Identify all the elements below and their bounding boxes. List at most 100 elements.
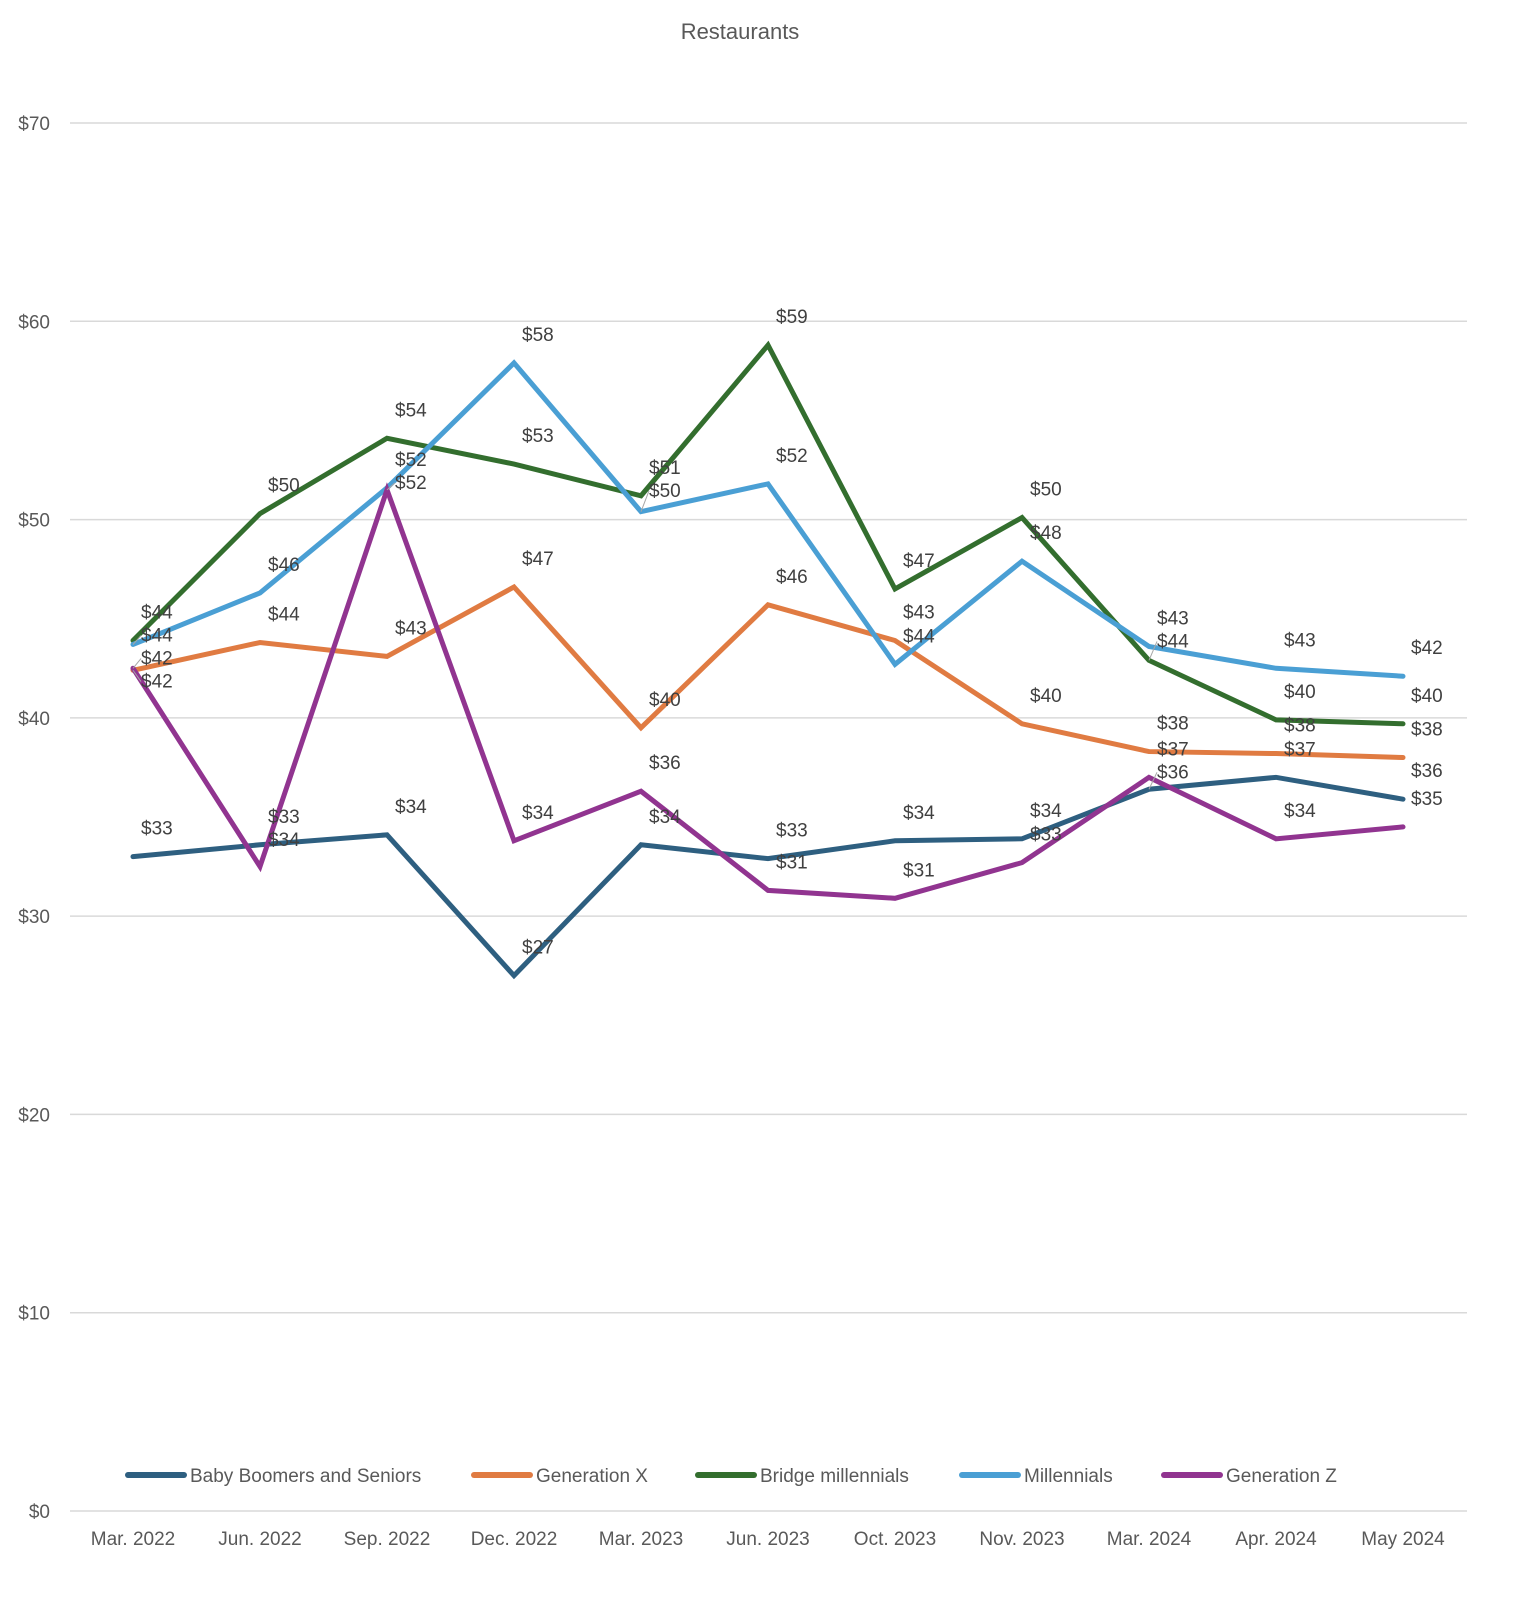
x-tick-label: Sep. 2022 xyxy=(344,1529,431,1550)
data-label: $33 xyxy=(268,807,300,828)
data-label: $33 xyxy=(776,821,808,842)
legend-label: Baby Boomers and Seniors xyxy=(190,1466,421,1487)
y-tick-label: $30 xyxy=(18,907,50,928)
x-tick-label: Jun. 2022 xyxy=(218,1529,301,1550)
y-tick-label: $0 xyxy=(29,1502,50,1523)
data-label: $47 xyxy=(903,551,935,572)
y-tick-label: $10 xyxy=(18,1304,50,1325)
data-label: $33 xyxy=(1030,825,1062,846)
data-label: $40 xyxy=(1411,686,1443,707)
y-tick-label: $70 xyxy=(18,114,50,135)
gridlines xyxy=(70,122,1467,1512)
label-leader-line xyxy=(640,490,650,512)
label-leader-line xyxy=(132,635,142,645)
x-axis-ticks: Mar. 2022 Jun. 2022 Sep. 2022 Dec. 2022 Mar.… xyxy=(91,1529,1445,1550)
x-tick-label: Mar. 2022 xyxy=(91,1529,176,1550)
label-leader-line xyxy=(386,482,396,491)
data-label: $58 xyxy=(522,325,554,346)
data-label: $34 xyxy=(522,803,554,824)
legend-label: Generation X xyxy=(536,1466,648,1487)
data-label: $37 xyxy=(1157,739,1189,760)
chart-title: Restaurants xyxy=(681,19,800,44)
data-label: $52 xyxy=(395,450,427,471)
data-label: $43 xyxy=(1157,608,1189,629)
series-lines xyxy=(130,340,1406,980)
data-label: $44 xyxy=(1157,631,1189,652)
data-label: $40 xyxy=(1284,682,1316,703)
data-label: $36 xyxy=(1411,761,1443,782)
data-label: $36 xyxy=(649,753,681,774)
legend-item[interactable]: Millennials xyxy=(959,1466,1113,1487)
data-label: $50 xyxy=(1030,480,1062,501)
data-label: $31 xyxy=(776,852,808,873)
data-label: $34 xyxy=(903,803,935,824)
data-label: $42 xyxy=(141,649,173,670)
label-leader-line xyxy=(1148,641,1158,661)
data-label: $42 xyxy=(1411,638,1443,659)
data-label: $34 xyxy=(395,797,427,818)
data-label: $40 xyxy=(649,690,681,711)
series-line-generation-z xyxy=(130,482,1406,901)
x-tick-label: Apr. 2024 xyxy=(1235,1529,1317,1550)
label-leaders xyxy=(132,482,1158,790)
data-label: $35 xyxy=(1411,789,1443,810)
data-label: $52 xyxy=(395,473,427,494)
data-label: $36 xyxy=(1157,762,1189,783)
data-label: $44 xyxy=(268,605,300,626)
y-tick-label: $50 xyxy=(18,511,50,532)
data-label: $34 xyxy=(268,830,300,851)
data-label: $27 xyxy=(522,938,554,959)
data-label: $34 xyxy=(1030,801,1062,822)
data-label: $40 xyxy=(1030,686,1062,707)
data-label: $38 xyxy=(1157,714,1189,735)
data-label: $51 xyxy=(649,458,681,479)
data-label: $47 xyxy=(522,549,554,570)
y-tick-label: $60 xyxy=(18,312,50,333)
data-label: $33 xyxy=(141,819,173,840)
x-tick-label: Nov. 2023 xyxy=(979,1529,1064,1550)
x-tick-label: Dec. 2022 xyxy=(471,1529,558,1550)
data-label: $38 xyxy=(1284,716,1316,737)
x-tick-label: May 2024 xyxy=(1361,1529,1445,1550)
data-label: $48 xyxy=(1030,523,1062,544)
data-label: $44 xyxy=(141,603,173,624)
data-label: $46 xyxy=(268,555,300,576)
legend-label: Bridge millennials xyxy=(760,1466,909,1487)
legend-item[interactable]: Generation X xyxy=(471,1466,648,1487)
legend: Baby Boomers and Seniors Generation X Brid… xyxy=(125,1466,1337,1487)
data-label: $46 xyxy=(776,567,808,588)
label-leader-line xyxy=(132,658,142,669)
data-labels: $44$44$42$42$33$50$46$44$33$34$54$52$52$… xyxy=(141,307,1443,959)
data-label: $59 xyxy=(776,307,808,328)
series-line-bridge-millennials xyxy=(130,340,1406,727)
y-tick-label: $40 xyxy=(18,709,50,730)
x-tick-label: Jun. 2023 xyxy=(726,1529,809,1550)
legend-item[interactable]: Baby Boomers and Seniors xyxy=(125,1466,421,1487)
data-label: $53 xyxy=(522,426,554,447)
data-label: $52 xyxy=(776,446,808,467)
data-label: $50 xyxy=(268,476,300,497)
label-leader-line xyxy=(1148,772,1158,790)
data-label: $37 xyxy=(1284,739,1316,760)
data-label: $43 xyxy=(903,603,935,624)
data-label: $38 xyxy=(1411,720,1443,741)
label-leader-line xyxy=(132,669,142,682)
data-label: $44 xyxy=(141,626,173,647)
data-label: $50 xyxy=(649,481,681,502)
y-axis-ticks: $0 $10 $20 $30 $40 $50 $60 $70 xyxy=(18,114,50,1523)
data-label: $44 xyxy=(903,626,935,647)
legend-item[interactable]: Bridge millennials xyxy=(695,1466,909,1487)
legend-label: Millennials xyxy=(1024,1466,1113,1487)
legend-item[interactable]: Generation Z xyxy=(1161,1466,1337,1487)
data-label: $42 xyxy=(141,672,173,693)
data-label: $43 xyxy=(1284,630,1316,651)
y-tick-label: $20 xyxy=(18,1105,50,1126)
x-tick-label: Mar. 2023 xyxy=(599,1529,684,1550)
x-tick-label: Oct. 2023 xyxy=(854,1529,936,1550)
data-label: $34 xyxy=(1284,801,1316,822)
legend-label: Generation Z xyxy=(1226,1466,1337,1487)
data-label: $31 xyxy=(903,860,935,881)
data-label: $54 xyxy=(395,400,427,421)
